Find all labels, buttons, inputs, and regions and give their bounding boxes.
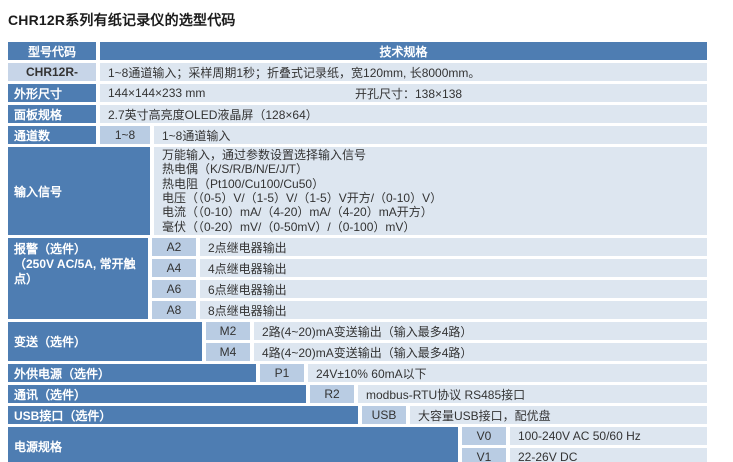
- input-signal-line: 电流（（0-10）mA/（4-20）mA/（4-20）mA开方）: [162, 205, 433, 220]
- transmit-spec-cell: 4路(4~20)mA变送输出（输入最多4路）: [254, 343, 707, 361]
- alarm-spec-cell: 4点继电器输出: [200, 259, 707, 277]
- dimensions-row: 外形尺寸 144×144×233 mm 开孔尺寸：138×138: [8, 84, 707, 102]
- alarm-options: A2 2点继电器输出 A4 4点继电器输出 A6 6点继电器输出 A8 8点继电…: [148, 238, 707, 319]
- channels-code-cell: 1~8: [100, 126, 150, 144]
- alarm-group: 报警（选件） （250V AC/5A, 常开触点） A2 2点继电器输出 A4 …: [8, 238, 707, 319]
- transmit-code-cell: M2: [206, 322, 250, 340]
- power-spec-group: 电源规格 V0 100-240V AC 50/60 Hz V1 22-26V D…: [8, 427, 707, 462]
- ext-power-label: 外供电源（选件）: [8, 364, 256, 382]
- alarm-spec-cell: 8点继电器输出: [200, 301, 707, 319]
- channels-row: 通道数 1~8 1~8通道输入: [8, 126, 707, 144]
- alarm-option-row: A8 8点继电器输出: [148, 301, 707, 319]
- selection-code-table: 型号代码 技术规格 CHR12R- 1~8通道输入；采样周期1秒；折叠式记录纸，…: [8, 42, 707, 462]
- transmit-option-row: M2 2路(4~20)mA变送输出（输入最多4路）: [202, 322, 707, 340]
- panel-row: 面板规格 2.7英寸高亮度OLED液晶屏（128×64）: [8, 105, 707, 123]
- alarm-spec-cell: 2点继电器输出: [200, 238, 707, 256]
- input-signal-line: 电压（（0-5）V/（1-5）V/（1-5）V开方/（0-10）V）: [162, 191, 443, 205]
- input-signal-line: 毫伏（（0-20）mV/（0-50mV）/（0-100）mV）: [162, 219, 416, 234]
- input-signal-line: 热电阻（Pt100/Cu100/Cu50）: [162, 176, 325, 191]
- transmit-group: 变送（选件） M2 2路(4~20)mA变送输出（输入最多4路） M4 4路(4…: [8, 322, 707, 361]
- power-spec-options: V0 100-240V AC 50/60 Hz V1 22-26V DC: [458, 427, 707, 462]
- usb-row: USB接口（选件） USB 大容量USB接口，配优盘: [8, 406, 707, 424]
- panel-label: 面板规格: [8, 105, 96, 123]
- alarm-label: 报警（选件） （250V AC/5A, 常开触点）: [8, 238, 148, 319]
- model-spec-cell: 1~8通道输入；采样周期1秒；折叠式记录纸，宽120mm, 长8000mm。: [100, 63, 707, 81]
- header-tech-spec: 技术规格: [100, 42, 707, 60]
- power-spec-value-cell: 100-240V AC 50/60 Hz: [510, 427, 707, 445]
- power-spec-value-cell: 22-26V DC: [510, 448, 707, 462]
- power-spec-option-row: V1 22-26V DC: [458, 448, 707, 462]
- transmit-option-row: M4 4路(4~20)mA变送输出（输入最多4路）: [202, 343, 707, 361]
- power-spec-code-cell: V0: [462, 427, 506, 445]
- usb-label: USB接口（选件）: [8, 406, 358, 424]
- page-title: CHR12R系列有纸记录仪的选型代码: [8, 12, 236, 28]
- input-signal-spec-cell: 万能输入，通过参数设置选择输入信号 热电偶（K/S/R/B/N/E/J/T） 热…: [154, 147, 707, 235]
- alarm-label-line1: 报警（选件）: [14, 242, 87, 256]
- comm-spec-cell: modbus-RTU协议 RS485接口: [358, 385, 707, 403]
- alarm-option-row: A4 4点继电器输出: [148, 259, 707, 277]
- dimensions-size: 144×144×233 mm: [108, 86, 206, 100]
- power-spec-code-cell: V1: [462, 448, 506, 462]
- table-header-row: 型号代码 技术规格: [8, 42, 707, 60]
- ext-power-row: 外供电源（选件） P1 24V±10% 60mA以下: [8, 364, 707, 382]
- comm-row: 通讯（选件） R2 modbus-RTU协议 RS485接口: [8, 385, 707, 403]
- input-signal-label: 输入信号: [8, 147, 150, 235]
- alarm-option-row: A2 2点继电器输出: [148, 238, 707, 256]
- alarm-code-cell: A2: [152, 238, 196, 256]
- channels-label: 通道数: [8, 126, 96, 144]
- transmit-code-cell: M4: [206, 343, 250, 361]
- input-signal-row: 输入信号 万能输入，通过参数设置选择输入信号 热电偶（K/S/R/B/N/E/J…: [8, 147, 707, 235]
- dimensions-label: 外形尺寸: [8, 84, 96, 102]
- model-row: CHR12R- 1~8通道输入；采样周期1秒；折叠式记录纸，宽120mm, 长8…: [8, 63, 707, 81]
- transmit-spec-cell: 2路(4~20)mA变送输出（输入最多4路）: [254, 322, 707, 340]
- alarm-code-cell: A6: [152, 280, 196, 298]
- ext-power-spec-cell: 24V±10% 60mA以下: [308, 364, 707, 382]
- alarm-code-cell: A8: [152, 301, 196, 319]
- alarm-code-cell: A4: [152, 259, 196, 277]
- transmit-label: 变送（选件）: [8, 322, 202, 361]
- usb-code-cell: USB: [362, 406, 406, 424]
- comm-label: 通讯（选件）: [8, 385, 306, 403]
- power-spec-option-row: V0 100-240V AC 50/60 Hz: [458, 427, 707, 445]
- power-spec-label: 电源规格: [8, 427, 458, 462]
- input-signal-line: 热电偶（K/S/R/B/N/E/J/T）: [162, 162, 309, 177]
- comm-code-cell: R2: [310, 385, 354, 403]
- input-signal-line: 万能输入，通过参数设置选择输入信号: [162, 147, 367, 162]
- alarm-label-line2: （250V AC/5A, 常开触点）: [14, 257, 136, 286]
- usb-spec-cell: 大容量USB接口，配优盘: [410, 406, 707, 424]
- alarm-option-row: A6 6点继电器输出: [148, 280, 707, 298]
- model-code-cell: CHR12R-: [8, 63, 96, 81]
- panel-spec-cell: 2.7英寸高亮度OLED液晶屏（128×64）: [100, 105, 707, 123]
- dimensions-cutout: 开孔尺寸：138×138: [355, 86, 463, 101]
- ext-power-code-cell: P1: [260, 364, 304, 382]
- dimensions-spec-cell: 144×144×233 mm 开孔尺寸：138×138: [100, 84, 707, 102]
- channels-spec-cell: 1~8通道输入: [154, 126, 707, 144]
- transmit-options: M2 2路(4~20)mA变送输出（输入最多4路） M4 4路(4~20)mA变…: [202, 322, 707, 361]
- alarm-spec-cell: 6点继电器输出: [200, 280, 707, 298]
- header-model-code: 型号代码: [8, 42, 96, 60]
